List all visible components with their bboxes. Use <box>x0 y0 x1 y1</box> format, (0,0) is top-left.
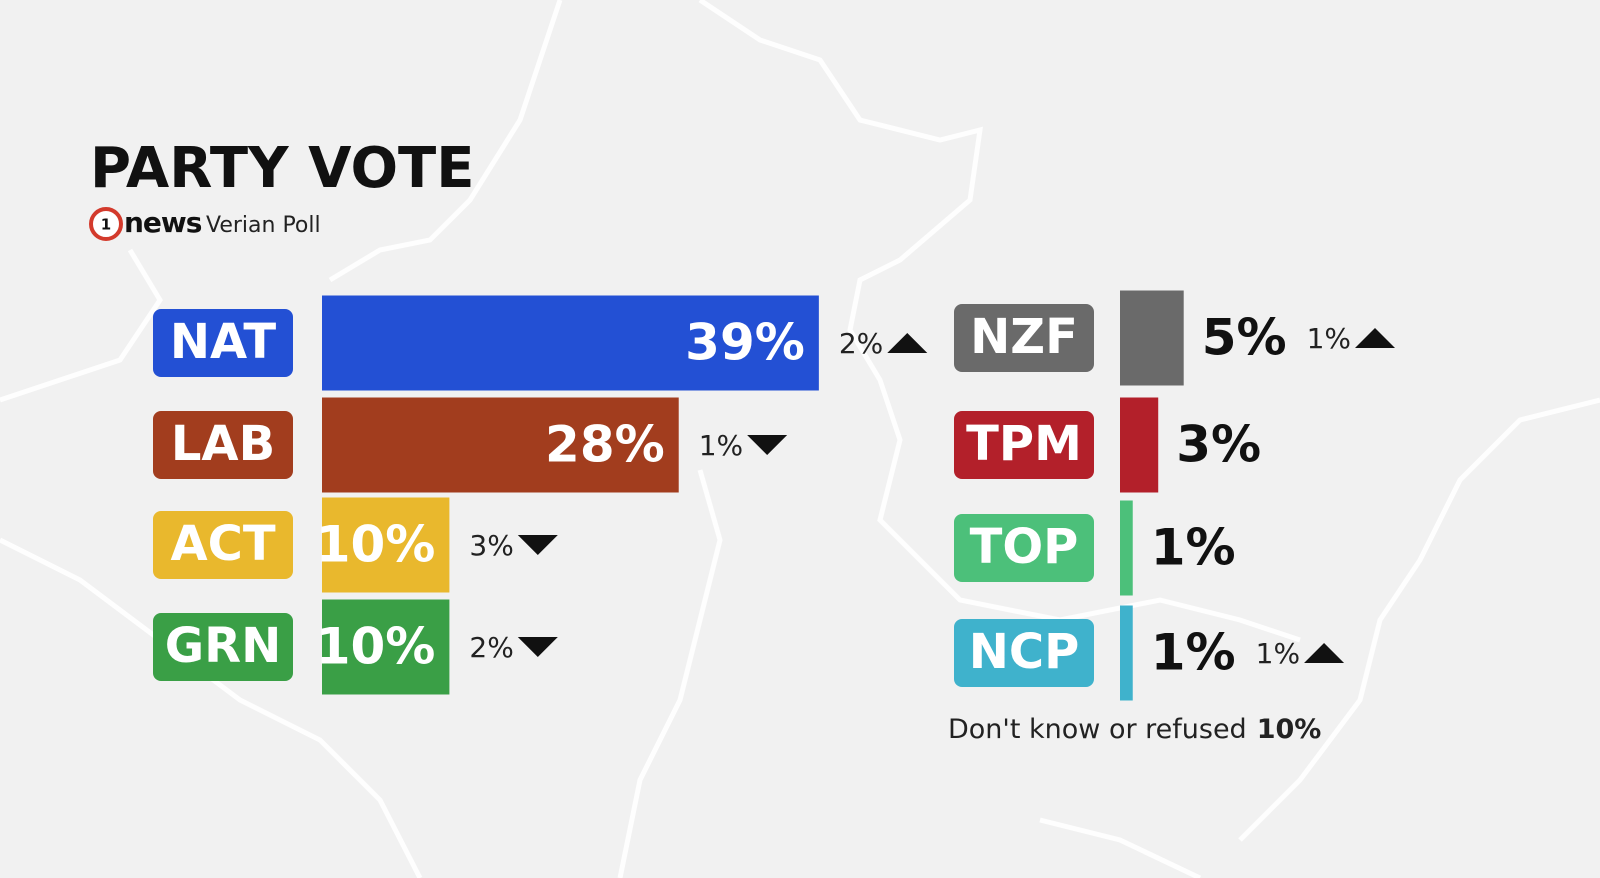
bar <box>1120 397 1159 493</box>
change-label: 2% <box>469 631 513 664</box>
bar <box>322 599 450 695</box>
value-label: 1% <box>1151 624 1236 682</box>
party-box <box>954 411 1094 479</box>
value-label: 5% <box>1202 309 1287 367</box>
change-label: 1% <box>1307 322 1351 355</box>
change-label: 1% <box>1256 637 1300 670</box>
note-label: Don't know or refused <box>948 714 1247 745</box>
party-box <box>153 613 293 681</box>
party-label: LAB <box>171 416 275 472</box>
value-label: 10% <box>316 516 436 574</box>
party-label: NAT <box>170 314 277 370</box>
party-box <box>954 304 1094 372</box>
arrow-down <box>747 435 788 455</box>
subtitle: Verian Poll <box>206 213 321 238</box>
arrow-up <box>1304 643 1345 663</box>
party-label: NZF <box>970 309 1078 365</box>
chart-title: PARTY VOTE <box>90 136 475 201</box>
logo-ring <box>89 207 123 241</box>
bar <box>322 397 679 493</box>
party-box <box>153 411 293 479</box>
bar <box>1120 290 1184 386</box>
arrow-up <box>1355 328 1396 348</box>
bar <box>1120 500 1133 596</box>
logo-number: 1 <box>101 216 111 234</box>
arrow-down <box>517 535 558 555</box>
bar <box>322 497 450 593</box>
party-box <box>153 511 293 579</box>
change-label: 1% <box>699 429 743 462</box>
value-label: 28% <box>545 416 665 474</box>
party-label: ACT <box>170 516 275 572</box>
note-value: 10% <box>1257 714 1322 745</box>
party-label: GRN <box>165 618 282 674</box>
change-label: 3% <box>469 529 513 562</box>
arrow-up <box>887 333 928 353</box>
logo-text: news <box>124 206 202 239</box>
note: Don't know or refused 10% <box>948 714 1321 745</box>
party-label: NCP <box>969 624 1080 680</box>
party-label: TOP <box>970 519 1079 575</box>
value-label: 3% <box>1176 416 1261 474</box>
value-label: 1% <box>1151 519 1236 577</box>
party-box <box>954 514 1094 582</box>
value-label: 10% <box>316 618 436 676</box>
arrow-down <box>517 637 558 657</box>
value-label: 39% <box>685 314 805 372</box>
party-box <box>153 309 293 377</box>
bar <box>1120 605 1133 701</box>
party-label: TPM <box>966 416 1082 472</box>
change-label: 2% <box>839 327 883 360</box>
bar <box>322 295 819 391</box>
party-box <box>954 619 1094 687</box>
